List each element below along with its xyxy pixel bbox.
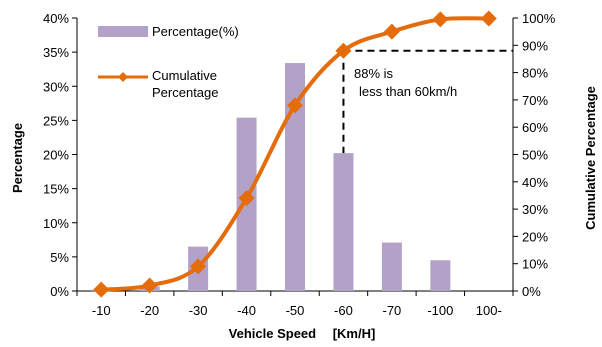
left-axis-ticks: 0% 5% 10% 15% 20% 25% 30% 35% 40%	[43, 11, 77, 299]
x-tick-label: -60	[334, 303, 353, 318]
legend-line-label-2: Percentage	[152, 85, 219, 100]
x-tick-label: -70	[382, 303, 401, 318]
annotation-guides	[342, 49, 513, 154]
cumulative-point	[383, 23, 400, 40]
cumulative-point	[190, 258, 207, 275]
bar	[285, 63, 305, 291]
left-tick-label: 35%	[43, 45, 69, 60]
left-tick-label: 5%	[50, 250, 69, 265]
left-tick-label: 20%	[43, 148, 69, 163]
right-tick-label: 60%	[522, 120, 548, 135]
left-tick-label: 0%	[50, 284, 69, 299]
x-tick-label: -100	[427, 303, 453, 318]
bar	[381, 242, 402, 291]
x-tick-label: -50	[286, 303, 305, 318]
bar	[333, 153, 354, 291]
legend-bar-label: Percentage(%)	[152, 24, 239, 39]
left-tick-label: 10%	[43, 216, 69, 231]
legend-line-label: Cumulative	[152, 68, 217, 83]
right-tick-label: 30%	[522, 202, 548, 217]
right-tick-label: 70%	[522, 93, 548, 108]
legend: Percentage(%) Cumulative Percentage	[98, 24, 239, 100]
x-tick-label: -10	[92, 303, 111, 318]
cumulative-point	[141, 277, 158, 294]
right-tick-label: 40%	[522, 175, 548, 190]
right-tick-label: 100%	[522, 11, 556, 26]
cumulative-point	[480, 10, 497, 27]
x-tick-label: 100-	[476, 303, 502, 318]
annotation: 88% is less than 60km/h	[354, 66, 457, 99]
x-tick-label: -40	[237, 303, 256, 318]
annotation-line-2: less than 60km/h	[359, 84, 457, 99]
legend-line-marker	[118, 72, 128, 82]
y-axis-title: Percentage	[10, 123, 25, 193]
cumulative-line	[101, 16, 489, 292]
cumulative-point	[287, 97, 303, 114]
x-axis-title: Vehicle Speed [Km/H]	[229, 326, 376, 341]
right-tick-label: 20%	[522, 229, 548, 244]
cumulative-point	[335, 42, 352, 59]
left-tick-label: 40%	[43, 11, 69, 26]
plot-area: 0% 5% 10% 15% 20% 25% 30% 35% 40% 0% 10% 20% 30% 40%…	[43, 10, 556, 318]
cumulative-point	[432, 11, 449, 28]
right-tick-label: 80%	[522, 66, 548, 81]
legend-bar-swatch	[98, 26, 148, 37]
right-tick-label: 90%	[522, 38, 548, 53]
left-tick-label: 30%	[43, 79, 69, 94]
right-tick-label: 10%	[522, 257, 548, 272]
bar	[430, 260, 451, 291]
left-tick-label: 25%	[43, 113, 69, 128]
cumulative-line-series	[93, 10, 497, 298]
x-tick-label: -30	[189, 303, 208, 318]
x-axis-ticks: -10 -20 -30 -40 -50 -60 -70 -100 100-	[76, 291, 514, 318]
y-axis-right-title: Cumulative Percentage	[583, 86, 598, 230]
bar-series	[91, 63, 451, 292]
x-tick-label: -20	[140, 303, 159, 318]
right-axis-ticks: 0% 10% 20% 30% 40% 50% 60% 70% 80% 90% 100%	[513, 11, 556, 299]
right-tick-label: 0%	[522, 284, 541, 299]
right-tick-label: 50%	[522, 148, 548, 163]
annotation-line-1: 88% is	[354, 66, 394, 81]
cumulative-point	[93, 281, 110, 298]
cumulative-point	[238, 190, 255, 207]
left-tick-label: 15%	[43, 182, 69, 197]
